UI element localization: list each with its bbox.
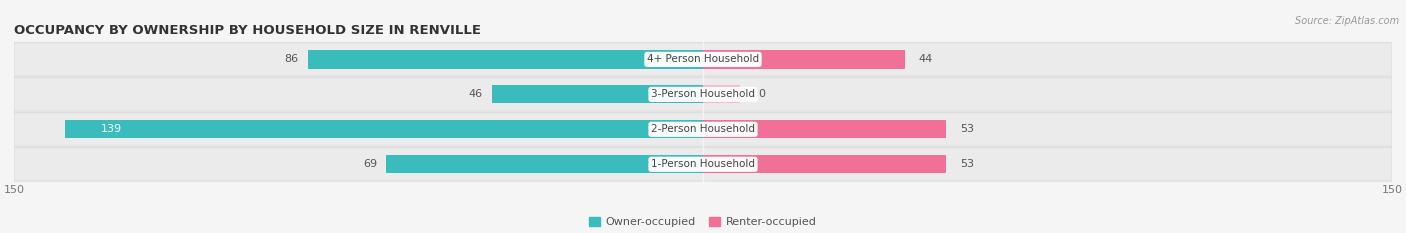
Bar bbox=[703, 120, 946, 138]
Text: OCCUPANCY BY OWNERSHIP BY HOUSEHOLD SIZE IN RENVILLE: OCCUPANCY BY OWNERSHIP BY HOUSEHOLD SIZE… bbox=[14, 24, 481, 37]
FancyBboxPatch shape bbox=[14, 78, 1392, 111]
Text: 86: 86 bbox=[284, 55, 299, 64]
Legend: Owner-occupied, Renter-occupied: Owner-occupied, Renter-occupied bbox=[585, 212, 821, 232]
Bar bbox=[703, 85, 740, 103]
FancyBboxPatch shape bbox=[14, 147, 1392, 181]
Bar bbox=[65, 120, 703, 138]
Text: 46: 46 bbox=[468, 89, 482, 99]
Text: 139: 139 bbox=[101, 124, 122, 134]
Text: 0: 0 bbox=[758, 89, 765, 99]
Text: 3-Person Household: 3-Person Household bbox=[651, 89, 755, 99]
Text: 53: 53 bbox=[960, 159, 974, 169]
Bar bbox=[492, 85, 703, 103]
Text: 4+ Person Household: 4+ Person Household bbox=[647, 55, 759, 64]
Text: 53: 53 bbox=[960, 124, 974, 134]
Bar bbox=[308, 50, 703, 69]
Text: 1-Person Household: 1-Person Household bbox=[651, 159, 755, 169]
FancyBboxPatch shape bbox=[14, 43, 1392, 76]
Text: Source: ZipAtlas.com: Source: ZipAtlas.com bbox=[1295, 16, 1399, 26]
Bar bbox=[387, 155, 703, 173]
FancyBboxPatch shape bbox=[14, 113, 1392, 146]
Bar bbox=[703, 50, 905, 69]
Bar bbox=[703, 155, 946, 173]
Text: 2-Person Household: 2-Person Household bbox=[651, 124, 755, 134]
Text: 44: 44 bbox=[920, 55, 934, 64]
Text: 69: 69 bbox=[363, 159, 377, 169]
